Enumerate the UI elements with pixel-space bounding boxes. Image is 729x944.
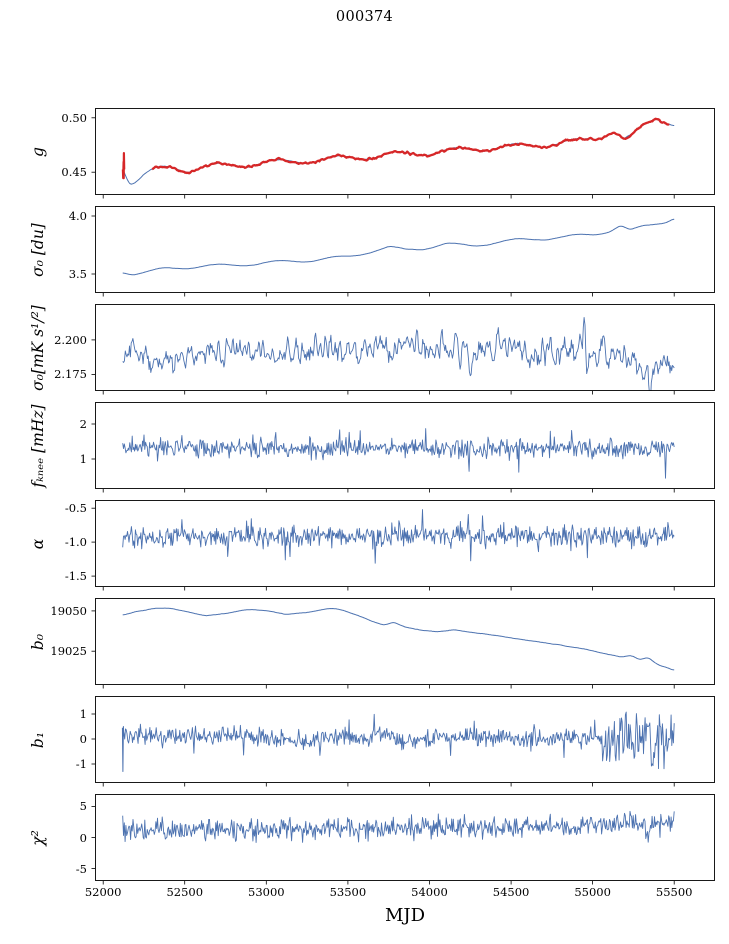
series-alpha xyxy=(122,509,675,564)
y-tick-label: -1 xyxy=(75,757,87,771)
figure-title: 000374 xyxy=(335,9,394,25)
y-tick-label: 2 xyxy=(79,417,87,431)
subplot-chi2: χ² -5 0 5 xyxy=(0,794,729,885)
plot-area-sigma0-mk xyxy=(91,304,715,395)
y-axis-label-g: g xyxy=(29,146,47,157)
y-tick-label: -0.5 xyxy=(64,501,87,516)
x-axis-label: MJD xyxy=(384,905,426,926)
series-g-data xyxy=(151,117,670,175)
axes-frame xyxy=(95,794,715,881)
y-tick-label: 19050 xyxy=(50,603,87,618)
plot-area-sigma0-du xyxy=(91,206,715,297)
y-tick-label: 0 xyxy=(79,732,87,746)
y-tick-label: 1 xyxy=(79,707,87,721)
axes-frame xyxy=(95,500,715,587)
y-tick-label: 5 xyxy=(79,799,87,814)
plot-area-b1 xyxy=(91,696,715,787)
axes-frame xyxy=(95,598,715,685)
series-fknee xyxy=(122,428,675,479)
plot-area-fknee xyxy=(91,402,715,493)
series-sigma0-mk xyxy=(122,317,675,391)
y-tick-label: 2.175 xyxy=(54,367,87,382)
subplot-fknee: fₖₙₑₑ [mHz] 1 2 xyxy=(0,402,729,493)
x-tick-label: 53500 xyxy=(329,885,367,899)
axes-frame xyxy=(95,304,715,391)
y-tick-label: -1.0 xyxy=(64,535,87,550)
plot-area-b0 xyxy=(91,598,715,689)
subplot-b0: b₀ 19025 19050 xyxy=(0,598,729,689)
y-tick-label: 2.200 xyxy=(54,332,87,347)
x-tick-label: 52500 xyxy=(166,885,204,899)
y-tick-label: 0 xyxy=(79,830,87,845)
x-tick-label: 52000 xyxy=(84,885,122,899)
x-tick-label: 54000 xyxy=(411,885,448,899)
y-tick-label: -1.5 xyxy=(64,569,87,584)
y-tick-label: 1 xyxy=(79,451,87,466)
subplot-sigma0-mk: σ₀[mK s¹/²] 2.175 2.200 xyxy=(0,304,729,395)
series-b1 xyxy=(123,711,675,770)
plot-area-g xyxy=(91,108,715,199)
x-tick-label: 55000 xyxy=(574,885,611,899)
x-tick-label: 53000 xyxy=(248,885,285,899)
y-tick-label: -5 xyxy=(75,861,87,876)
subplot-alpha: α -1.5 -1.0 -0.5 xyxy=(0,500,729,591)
plot-area-alpha xyxy=(91,500,715,591)
plot-area-chi2 xyxy=(91,794,715,885)
axes-frame xyxy=(95,108,715,195)
panels-container: g 0.45 0.50 σ₀ [du] 3.5 4.0 σ₀[mK s¹/²] 2.175 2.… xyxy=(0,108,729,892)
series-b0 xyxy=(122,607,675,671)
series-sigma0-du xyxy=(122,218,675,276)
series-chi2 xyxy=(122,810,675,843)
series-g-start-spike xyxy=(121,151,126,180)
y-tick-label: 0.45 xyxy=(61,165,87,180)
x-tick-label: 54500 xyxy=(492,885,530,899)
subplot-sigma0-du: σ₀ [du] 3.5 4.0 xyxy=(0,206,729,297)
axes-frame xyxy=(95,696,715,783)
x-tick-labels: 52000 52500 53000 53500 54000 54500 55000 55500 xyxy=(0,884,729,900)
subplot-g: g 0.45 0.50 xyxy=(0,108,729,199)
axes-frame xyxy=(95,206,715,293)
series-b1-start-spike xyxy=(121,726,125,772)
y-tick-label: 4.0 xyxy=(68,208,87,223)
y-tick-label: 19025 xyxy=(50,644,87,659)
subplot-b1: b₁ -1 0 1 xyxy=(0,696,729,787)
x-tick-label: 55500 xyxy=(655,885,693,899)
axes-frame xyxy=(95,402,715,489)
y-tick-label: 3.5 xyxy=(68,266,87,281)
y-tick-label: 0.50 xyxy=(61,110,87,125)
